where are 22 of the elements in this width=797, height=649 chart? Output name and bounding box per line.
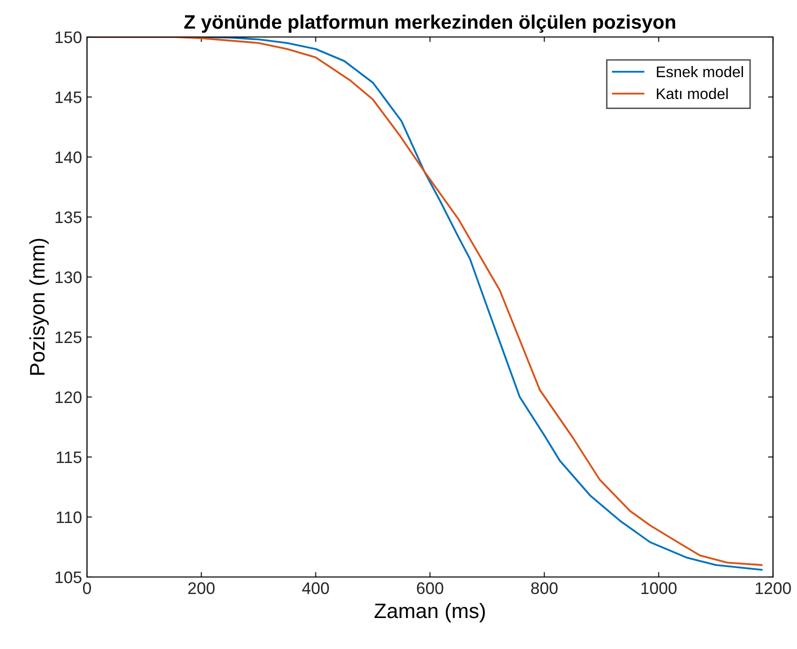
legend-label: Katı model: [656, 88, 728, 100]
y-tick-label: 115: [56, 452, 82, 464]
chart-title: Z yönünde platformun merkezinden ölçülen pozisyon: [184, 14, 676, 33]
y-tick-label: 105: [56, 571, 82, 584]
x-tick-label: 200: [188, 582, 215, 594]
y-axis-title: Pozisyon (mm): [29, 238, 49, 375]
x-tick-label: 800: [531, 582, 558, 594]
y-tick-label: 120: [56, 391, 82, 404]
y-tick-label: 125: [56, 331, 82, 344]
x-tick-label: 0: [83, 582, 91, 594]
y-tick-label: 140: [56, 151, 82, 164]
x-tick-label: 600: [416, 582, 444, 594]
x-tick-label: 1200: [756, 582, 791, 594]
y-tick-label: 135: [56, 211, 82, 224]
y-tick-label: 110: [56, 511, 82, 524]
x-tick-label: 1000: [641, 582, 677, 594]
y-tick-label: 130: [56, 271, 82, 284]
legend-label: Esnek model: [656, 66, 743, 78]
y-tick-label: 145: [56, 92, 82, 104]
y-tick-label: 150: [56, 31, 82, 44]
x-tick-label: 400: [302, 582, 329, 594]
x-axis-title: Zaman (ms): [374, 602, 485, 622]
